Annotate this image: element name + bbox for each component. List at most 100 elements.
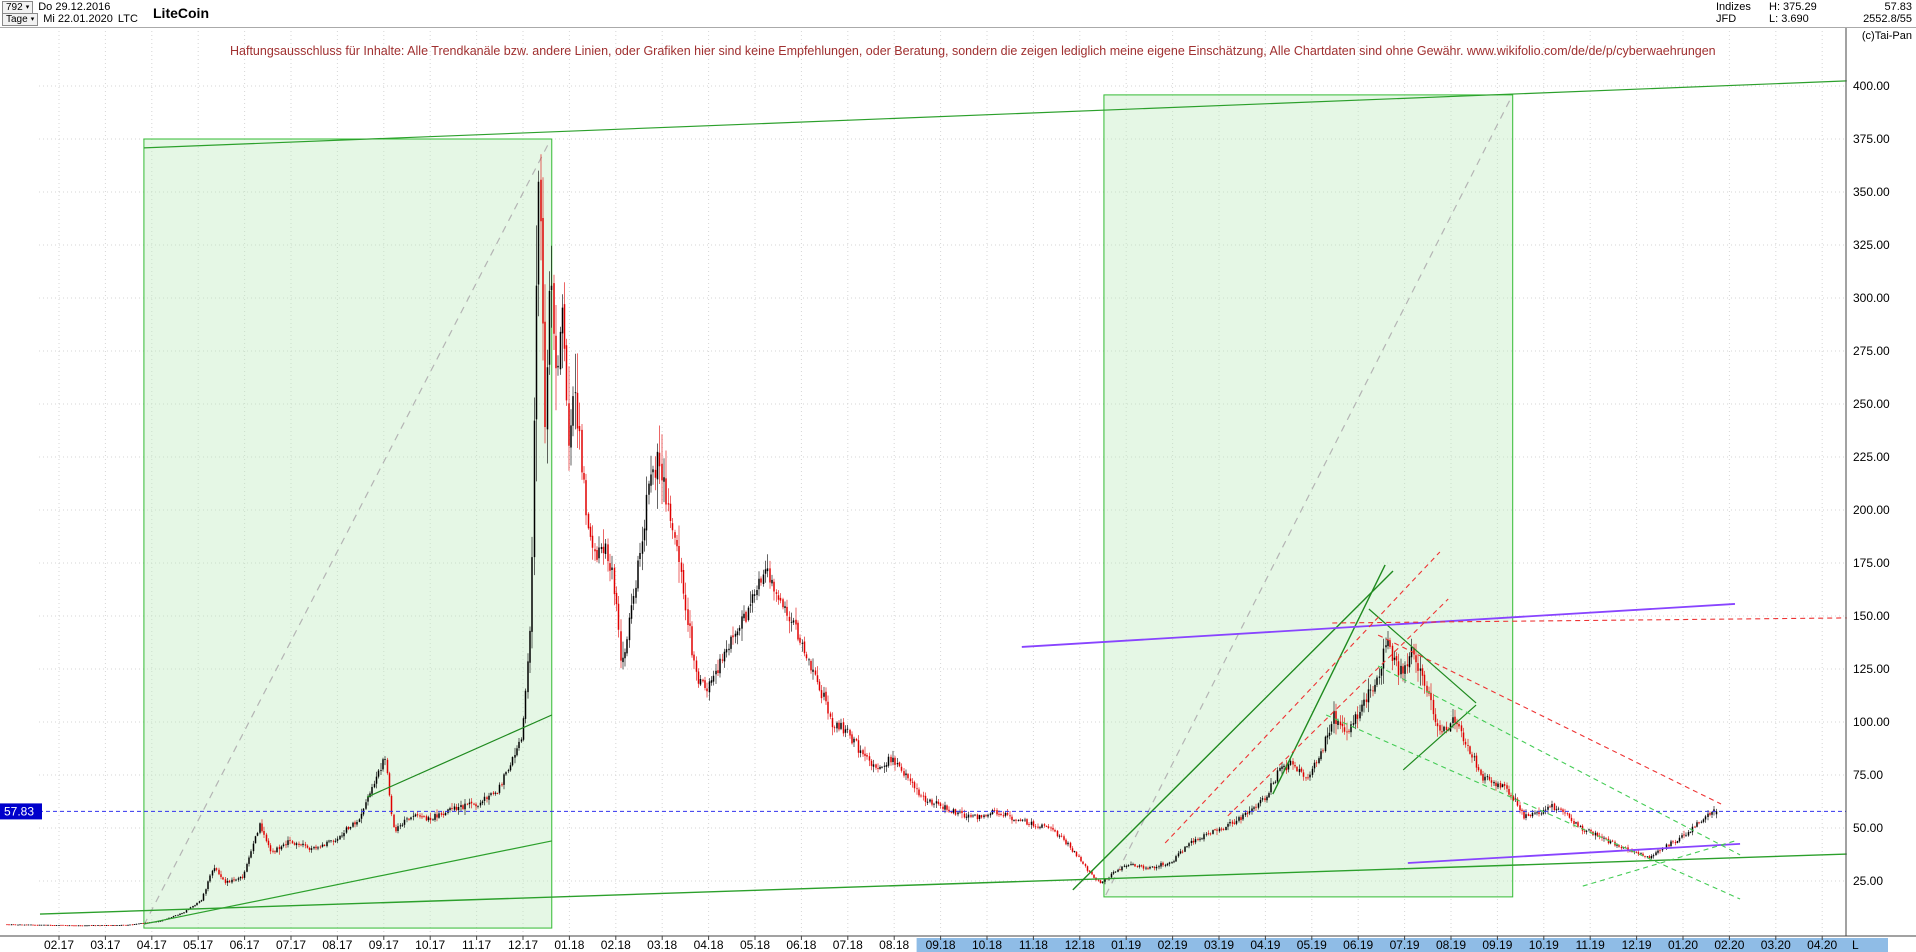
trend-line — [1021, 603, 1736, 648]
timeframe-value: Tage — [6, 13, 28, 25]
timeframe-dropdown[interactable]: Tage ▾ — [2, 12, 39, 26]
y-axis-tick-label: 375.00 — [1853, 132, 1890, 146]
instrument-title: LiteCoin — [153, 5, 209, 21]
extra-value: 2552.8/55 — [1863, 13, 1912, 25]
x-axis-tick-label: 09.17 — [369, 938, 399, 952]
trend-line — [366, 714, 553, 798]
header-right: Indizes H: 375.29 57.83 JFD L: 3.690 255… — [1716, 1, 1912, 25]
trend-line — [143, 840, 552, 925]
x-axis-tick-label: 04.18 — [694, 938, 724, 952]
bars-count-value: 792 — [6, 1, 23, 13]
trend-box — [143, 138, 553, 929]
x-axis-tick-label: 03.19 — [1204, 938, 1234, 952]
y-axis-tick-label: 350.00 — [1853, 185, 1890, 199]
trend-line — [39, 853, 1847, 915]
x-axis-tick-label: 01.20 — [1668, 938, 1698, 952]
x-axis-tick-label: 05.18 — [740, 938, 770, 952]
chart-header: 792 ▾ Do 29.12.2016 Tage ▾ Mi 22.01.2020… — [0, 0, 1916, 28]
y-axis-tick-label: 75.00 — [1853, 768, 1883, 782]
header-left: 792 ▾ Do 29.12.2016 Tage ▾ Mi 22.01.2020… — [2, 0, 138, 26]
x-axis-tick-label: 03.20 — [1761, 938, 1791, 952]
last-price-tag: 57.83 — [0, 803, 42, 820]
x-axis-tick-label: 02.19 — [1158, 938, 1188, 952]
x-axis-tick-label: 05.19 — [1297, 938, 1327, 952]
trend-line — [1407, 843, 1741, 864]
symbol-code: LTC — [117, 13, 138, 25]
x-axis-tick-label: 06.18 — [786, 938, 816, 952]
x-axis-tick-label: 03.17 — [90, 938, 120, 952]
x-axis-tick-label: 02.18 — [601, 938, 631, 952]
x-axis-tick-label: 01.19 — [1111, 938, 1141, 952]
x-axis-tick-label: 04.20 — [1807, 938, 1837, 952]
copyright-label: (c)Tai-Pan — [1861, 30, 1912, 42]
annotation-back-layer — [143, 94, 1514, 929]
x-axis-tick-label: 02.20 — [1714, 938, 1744, 952]
x-axis-tick-label: 11.18 — [1019, 938, 1048, 952]
y-axis-tick-label: 150.00 — [1853, 609, 1890, 623]
last-value: 57.83 — [1884, 1, 1912, 13]
chevron-down-icon: ▾ — [30, 15, 35, 23]
trend-line — [1325, 714, 1741, 900]
trend-line — [1402, 704, 1477, 771]
svg-text:57.83: 57.83 — [4, 804, 34, 818]
x-axis-tick-label: 08.18 — [879, 938, 909, 952]
x-axis-tick-label: 12.19 — [1622, 938, 1652, 952]
x-axis-end-label: L — [1852, 938, 1859, 952]
y-axis-tick-label: 400.00 — [1853, 79, 1890, 93]
y-axis-tick-label: 25.00 — [1853, 874, 1883, 888]
annotation-front-layer — [39, 80, 1847, 925]
trend-line — [1105, 97, 1512, 896]
y-axis-tick-label: 175.00 — [1853, 556, 1890, 570]
y-axis-tick-label: 325.00 — [1853, 238, 1890, 252]
x-axis-tick-label: 10.17 — [415, 938, 445, 952]
trend-line — [1332, 617, 1847, 624]
start-date: Do 29.12.2016 — [38, 1, 111, 13]
x-axis-tick-label: 07.17 — [276, 938, 306, 952]
provider-label: JFD — [1716, 13, 1737, 25]
end-date: Mi 22.01.2020 — [43, 13, 113, 25]
x-axis-tick-label: 02.17 — [44, 938, 74, 952]
y-axis-tick-label: 200.00 — [1853, 503, 1890, 517]
trend-line — [143, 140, 551, 926]
y-axis-tick-label: 250.00 — [1853, 397, 1890, 411]
candles-layer — [6, 154, 1718, 927]
indizes-label: Indizes — [1716, 1, 1751, 13]
x-axis-tick-label: 07.19 — [1390, 938, 1420, 952]
y-axis-tick-label: 300.00 — [1853, 291, 1890, 305]
x-axis-tick-label: 01.18 — [554, 938, 584, 952]
x-axis-tick-label: 03.18 — [647, 938, 677, 952]
trend-line — [1272, 564, 1386, 795]
x-axis-tick-label: 07.18 — [833, 938, 863, 952]
low-value: L: 3.690 — [1769, 13, 1809, 25]
x-axis-tick-label: 11.17 — [462, 938, 491, 952]
x-axis-tick-label: 09.19 — [1482, 938, 1512, 952]
x-axis-tick-label: 12.18 — [1065, 938, 1095, 952]
trend-line — [1072, 570, 1394, 891]
x-axis-tick-label: 04.19 — [1250, 938, 1280, 952]
y-axis-tick-label: 275.00 — [1853, 344, 1890, 358]
y-axis-tick-label: 50.00 — [1853, 821, 1883, 835]
x-axis-tick-label: 05.17 — [183, 938, 213, 952]
x-axis-tick-label: 06.17 — [230, 938, 260, 952]
x-axis-tick-label: 08.17 — [322, 938, 352, 952]
x-axis-tick-label: 11.19 — [1576, 938, 1605, 952]
x-axis-tick-label: 10.19 — [1529, 938, 1559, 952]
disclaimer-text: Haftungsausschluss für Inhalte: Alle Tre… — [230, 44, 1716, 58]
chevron-down-icon: ▾ — [25, 3, 30, 11]
trend-line — [1227, 598, 1449, 817]
high-value: H: 375.29 — [1769, 1, 1817, 13]
trend-line — [143, 80, 1847, 149]
y-axis-tick-label: 100.00 — [1853, 715, 1890, 729]
trend-line — [1377, 634, 1722, 805]
x-axis-tick-label: 06.19 — [1343, 938, 1373, 952]
x-axis-tick-label: 12.17 — [508, 938, 538, 952]
x-axis-tick-label: 10.18 — [972, 938, 1002, 952]
x-axis-range-highlight[interactable] — [916, 938, 1888, 952]
x-axis-tick-label: 08.19 — [1436, 938, 1466, 952]
y-axis-tick-label: 125.00 — [1853, 662, 1890, 676]
trend-line — [1164, 551, 1441, 844]
x-axis-tick-label: 09.18 — [926, 938, 956, 952]
axis-layer: 400.00 375.00 350.00 325.00 300.00 275.00 250.… — [0, 27, 1916, 952]
